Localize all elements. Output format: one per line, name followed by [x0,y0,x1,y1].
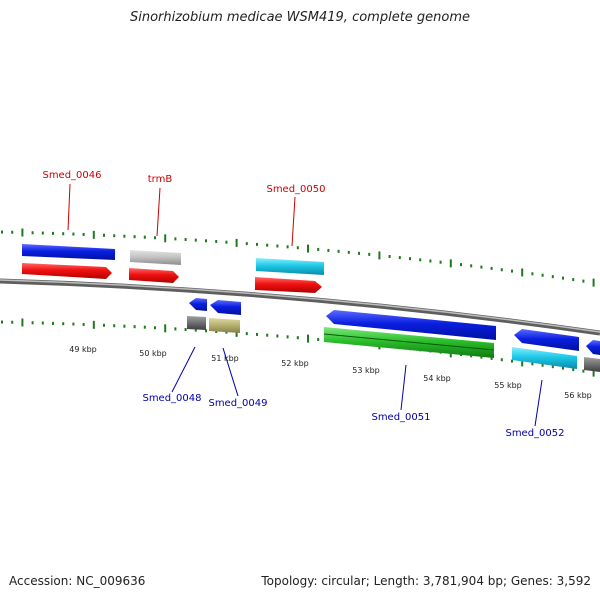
gene-smed-0052-cyan[interactable] [512,347,577,369]
outer-tick-ring [1,228,595,287]
label-trmb[interactable]: trmB [148,174,173,185]
ruler-label: 50 kbp [139,349,167,358]
bottom-leader-lines [171,346,543,427]
ruler-label: 54 kbp [423,374,451,383]
label-smed-0049[interactable]: Smed_0049 [208,398,267,409]
gene-smed-0052[interactable] [514,329,579,351]
ruler-label: 49 kbp [69,345,97,354]
gene-smed-0050-red[interactable] [255,277,322,293]
gene-smed-0047-red[interactable] [22,263,112,279]
gene-smed-0046[interactable] [22,244,115,260]
genome-backbone [0,278,600,336]
ruler-label: 56 kbp [564,391,592,400]
ruler-label: 52 kbp [281,359,309,368]
genome-summary: Topology: circular; Length: 3,781,904 bp… [261,574,591,588]
gene-next-dark[interactable] [584,357,600,372]
gene-trmb[interactable] [130,250,181,265]
gene-smed-0050[interactable] [256,258,324,275]
label-smed-0050[interactable]: Smed_0050 [266,184,325,195]
gene-smed-0049-olive[interactable] [209,318,240,333]
gene-smed-0051[interactable] [326,310,496,340]
gene-smed-0048-dark[interactable] [187,316,206,330]
label-smed-0048[interactable]: Smed_0048 [142,393,201,404]
gene-trmb-red[interactable] [129,268,179,283]
gene-next-blue[interactable] [586,340,600,355]
gene-smed-0051-green[interactable] [323,327,495,358]
label-smed-0046[interactable]: Smed_0046 [42,170,101,181]
accession-text: Accession: NC_009636 [9,574,146,588]
ruler-label: 55 kbp [494,381,522,390]
label-smed-0052[interactable]: Smed_0052 [505,428,564,439]
label-smed-0051[interactable]: Smed_0051 [371,412,430,423]
ruler-label: 53 kbp [352,366,380,375]
map-title: Sinorhizobium medicae WSM419, complete g… [129,10,471,25]
ruler-labels: 49 kbp 50 kbp 51 kbp 52 kbp 53 kbp 54 kbp 55 k… [69,345,592,400]
gene-smed-0048[interactable] [189,298,207,311]
ruler-label: 51 kbp [211,354,239,363]
gene-smed-0049[interactable] [210,300,241,315]
top-leader-lines [67,183,296,247]
